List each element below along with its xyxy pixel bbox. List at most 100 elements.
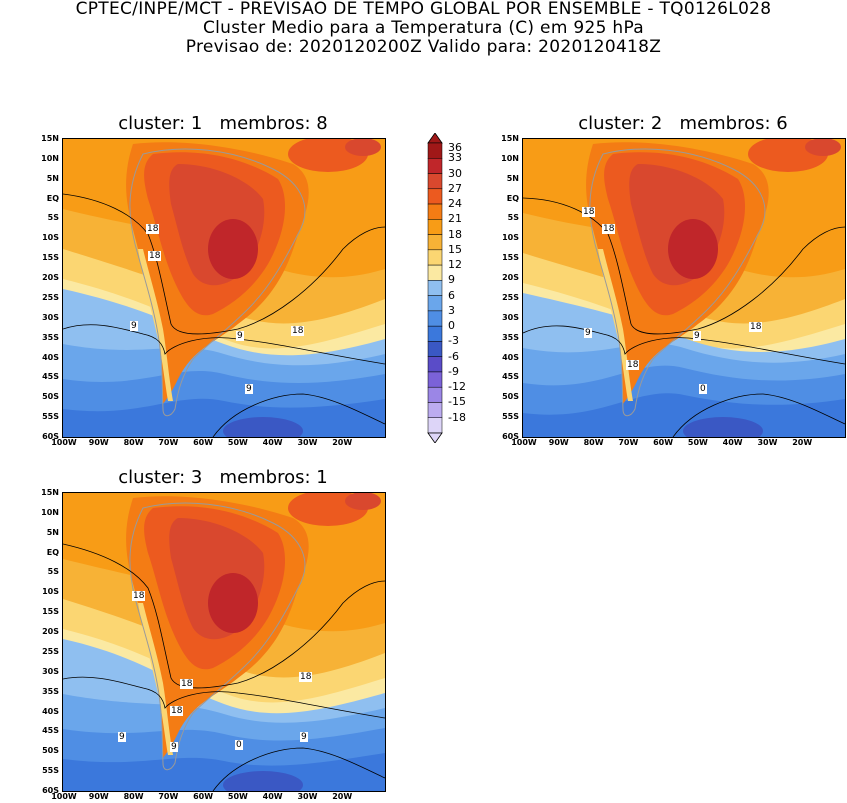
colorbar-tick-label: 18 [448, 227, 462, 241]
header-line-2: Cluster Medio para a Temperatura (C) em … [202, 18, 645, 38]
colorbar-bottom-arrow [427, 432, 443, 443]
lat-tick-label: 55S [42, 412, 59, 422]
panel-1-map [62, 138, 386, 438]
lat-tick-label: 50S [42, 746, 59, 756]
header-line-1: CPTEC/INPE/MCT - PREVISAO DE TEMPO GLOBA… [75, 0, 772, 19]
contour-0 [212, 747, 385, 791]
contour-label: 18 [148, 251, 162, 261]
lon-tick-label: 60W [193, 792, 214, 801]
lat-tick-label: 20S [42, 627, 59, 637]
lat-tick-label: 5N [46, 173, 59, 183]
colorbar-tick-label: 0 [448, 319, 455, 333]
panel-2-title: cluster: 2 membros: 6 [578, 113, 788, 134]
colorbar-tick-label: 36 [448, 141, 462, 154]
colorbar-swatch [427, 280, 443, 296]
lat-tick-label: 35S [42, 332, 59, 342]
lon-tick-label: 20W [792, 438, 813, 447]
colorbar-swatch [427, 295, 443, 312]
colorbar-tick-label: 15 [448, 242, 462, 256]
lon-tick-label: 30W [757, 438, 778, 447]
lon-tick-label: 80W [583, 438, 604, 447]
contour-9 [63, 324, 385, 365]
lon-tick-label: 100W [51, 792, 77, 801]
lat-tick-label: 15S [42, 607, 59, 617]
lat-tick-label: 30S [502, 312, 519, 322]
lon-tick-label: 70W [158, 438, 179, 447]
lat-tick-label: 25S [42, 646, 59, 656]
colorbar-tick-label: 24 [448, 197, 462, 211]
header: CPTEC/INPE/MCT - PREVISAO DE TEMPO GLOBA… [0, 0, 847, 57]
contour-label: 9 [245, 384, 253, 394]
colorbar-swatch [427, 386, 443, 403]
panel-2-map [522, 138, 846, 438]
colorbar-tick-label: -18 [448, 410, 466, 424]
contour-label: 18 [132, 591, 146, 601]
colorbar-swatch [427, 203, 443, 220]
contour-label: 9 [130, 321, 138, 331]
lon-tick-label: 30W [297, 438, 318, 447]
lat-tick-label: 45S [42, 372, 59, 382]
south-america-coastline [129, 148, 306, 417]
lat-tick-label: 5S [47, 213, 59, 223]
colorbar-swatch [427, 158, 443, 174]
contour-label: 18 [170, 706, 184, 716]
contour-18 [63, 543, 385, 689]
lon-tick-label: 80W [123, 438, 144, 447]
panel-3-map [62, 492, 386, 792]
lat-tick-label: 60S [502, 432, 519, 441]
lon-tick-label: 50W [227, 792, 248, 801]
contour-label: 9 [584, 328, 592, 338]
contour-label: 9 [236, 331, 244, 341]
contour-label: 18 [180, 679, 194, 689]
continent-hottest-zone [208, 573, 258, 633]
lat-tick-label: 25S [502, 292, 519, 302]
colorbar-tick-label: -3 [448, 334, 459, 348]
lat-tick-label: 55S [42, 766, 59, 776]
lon-tick-label: 70W [158, 792, 179, 801]
temperature-map-3 [63, 493, 385, 791]
colorbar-tick-label: 30 [448, 166, 462, 180]
lat-tick-label: 55S [502, 412, 519, 422]
contour-label: 18 [146, 224, 160, 234]
lon-tick-label: 20W [332, 792, 353, 801]
lat-tick-label: 15N [41, 134, 59, 143]
lat-tick-label: 60S [42, 432, 59, 441]
lon-tick-label: 30W [297, 792, 318, 801]
colorbar-swatch [427, 356, 443, 373]
colorbar-swatch [427, 402, 443, 418]
contour-label: 9 [118, 732, 126, 742]
colorbar-swatch [427, 219, 443, 235]
contour-label: 0 [235, 740, 243, 750]
lat-tick-label: 10S [42, 587, 59, 597]
lat-tick-label: 10N [501, 153, 519, 163]
colorbar-swatch [427, 417, 443, 434]
lon-tick-label: 20W [332, 438, 353, 447]
south-america-coastline [129, 502, 306, 771]
lon-tick-label: 100W [51, 438, 77, 447]
field-band-0 [523, 393, 845, 437]
lon-tick-label: 100W [511, 438, 537, 447]
continent-hottest-zone [668, 219, 718, 279]
contour-0 [672, 393, 845, 437]
lat-tick-label: 30S [42, 666, 59, 676]
lat-tick-label: 45S [42, 726, 59, 736]
lat-tick-label: 10N [41, 153, 59, 163]
south-america-coastline [589, 148, 766, 417]
contour-label: 9 [300, 732, 308, 742]
colorbar-swatch [427, 188, 443, 205]
lon-tick-label: 60W [653, 438, 674, 447]
colorbar-swatch [427, 234, 443, 251]
lat-tick-label: 5S [507, 213, 519, 223]
lon-tick-label: 70W [618, 438, 639, 447]
temperature-map-2 [523, 139, 845, 437]
lat-tick-label: 45S [502, 372, 519, 382]
africa-hot-zone [805, 139, 841, 156]
contour-label: 18 [626, 360, 640, 370]
lat-tick-label: 15N [501, 134, 519, 143]
lon-tick-label: 80W [123, 792, 144, 801]
lat-tick-label: 15S [502, 253, 519, 263]
field-band-0 [63, 398, 385, 437]
lat-tick-label: 25S [42, 292, 59, 302]
africa-hot-zone [345, 139, 381, 156]
